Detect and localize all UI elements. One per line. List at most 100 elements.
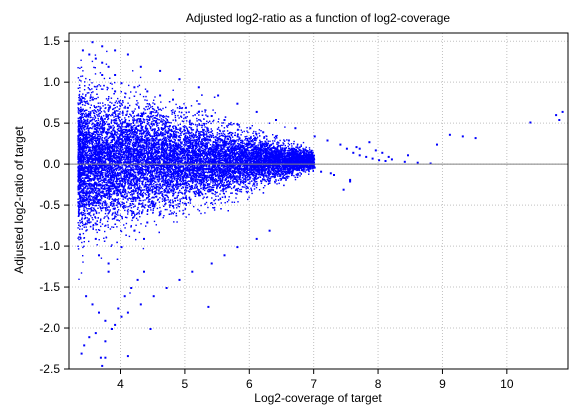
scatter-point <box>96 115 99 117</box>
scatter-point <box>258 156 260 158</box>
scatter-point <box>249 146 251 149</box>
scatter-point <box>249 178 251 180</box>
scatter-point <box>132 158 134 160</box>
scatter-point <box>291 174 294 176</box>
scatter-point <box>127 151 129 153</box>
scatter-point <box>229 172 231 175</box>
scatter-point <box>81 128 83 131</box>
scatter-point <box>257 158 260 161</box>
scatter-point <box>130 160 132 163</box>
scatter-point <box>241 131 243 133</box>
scatter-point <box>198 189 200 191</box>
scatter-point <box>299 175 301 177</box>
scatter-point <box>224 145 226 147</box>
scatter-point <box>169 189 172 192</box>
scatter-point <box>104 230 106 233</box>
scatter-point <box>202 197 204 200</box>
scatter-point <box>164 169 166 171</box>
scatter-point <box>263 148 266 150</box>
scatter-point <box>163 154 166 156</box>
scatter-point <box>140 151 142 153</box>
scatter-point <box>277 169 279 171</box>
scatter-point <box>166 121 168 124</box>
scatter-point <box>86 190 88 193</box>
scatter-point <box>97 102 99 104</box>
scatter-point <box>117 113 119 115</box>
scatter-point <box>106 88 108 91</box>
scatter-point <box>196 185 198 187</box>
scatter-point <box>210 181 212 183</box>
scatter-point <box>267 183 269 185</box>
scatter-point <box>188 138 190 140</box>
scatter-point <box>77 151 79 153</box>
scatter-point <box>103 120 106 123</box>
scatter-point <box>158 122 160 124</box>
scatter-point <box>226 157 229 159</box>
scatter-point <box>114 191 116 193</box>
scatter-point <box>91 190 93 192</box>
scatter-point <box>209 134 211 136</box>
scatter-point <box>131 182 133 185</box>
scatter-point <box>168 201 170 203</box>
scatter-point <box>129 153 131 156</box>
scatter-point <box>194 151 196 153</box>
scatter-point <box>188 133 190 135</box>
scatter-point <box>262 147 265 149</box>
scatter-point <box>142 154 144 156</box>
scatter-point <box>255 167 257 169</box>
scatter-point <box>214 182 217 185</box>
scatter-point <box>152 201 154 203</box>
scatter-point <box>196 180 198 182</box>
scatter-point <box>296 152 299 154</box>
chart-title: Adjusted log2-ratio as a function of log… <box>186 11 450 25</box>
scatter-point <box>145 134 147 136</box>
scatter-point <box>84 165 86 167</box>
scatter-point <box>266 138 268 140</box>
scatter-point <box>124 107 127 109</box>
scatter-point <box>98 112 100 114</box>
scatter-point <box>176 195 179 197</box>
scatter-point <box>175 132 177 134</box>
scatter-point <box>274 175 276 178</box>
scatter-point <box>105 142 107 144</box>
scatter-point <box>173 211 175 213</box>
scatter-point <box>100 257 103 259</box>
scatter-point <box>179 147 182 149</box>
scatter-point <box>138 210 141 212</box>
scatter-point <box>172 143 174 146</box>
scatter-point <box>122 202 124 204</box>
scatter-point <box>151 162 153 164</box>
scatter-point <box>88 196 90 198</box>
scatter-point <box>184 143 186 145</box>
scatter-point <box>156 173 158 175</box>
scatter-point <box>181 141 183 143</box>
scatter-point <box>185 117 187 119</box>
scatter-point <box>82 128 84 130</box>
scatter-point <box>91 88 93 90</box>
scatter-point <box>178 206 181 208</box>
scatter-point <box>257 176 259 179</box>
scatter-point <box>155 184 157 186</box>
scatter-point <box>199 146 201 148</box>
scatter-point <box>190 147 192 150</box>
scatter-point <box>212 184 214 187</box>
scatter-point <box>282 147 284 149</box>
scatter-point <box>304 171 307 173</box>
scatter-point <box>168 126 171 128</box>
scatter-point <box>79 113 82 116</box>
scatter-point <box>220 185 222 187</box>
scatter-point <box>212 178 214 180</box>
scatter-point <box>88 152 91 155</box>
scatter-point <box>129 123 131 125</box>
scatter-point <box>127 199 129 201</box>
scatter-point <box>232 157 235 159</box>
scatter-point <box>137 194 139 196</box>
scatter-point <box>186 152 188 154</box>
scatter-point <box>117 214 119 216</box>
scatter-point <box>154 169 156 171</box>
scatter-point <box>132 197 134 200</box>
scatter-point <box>169 144 171 146</box>
scatter-point <box>122 198 124 200</box>
scatter-point <box>240 191 243 193</box>
scatter-point <box>193 205 195 208</box>
